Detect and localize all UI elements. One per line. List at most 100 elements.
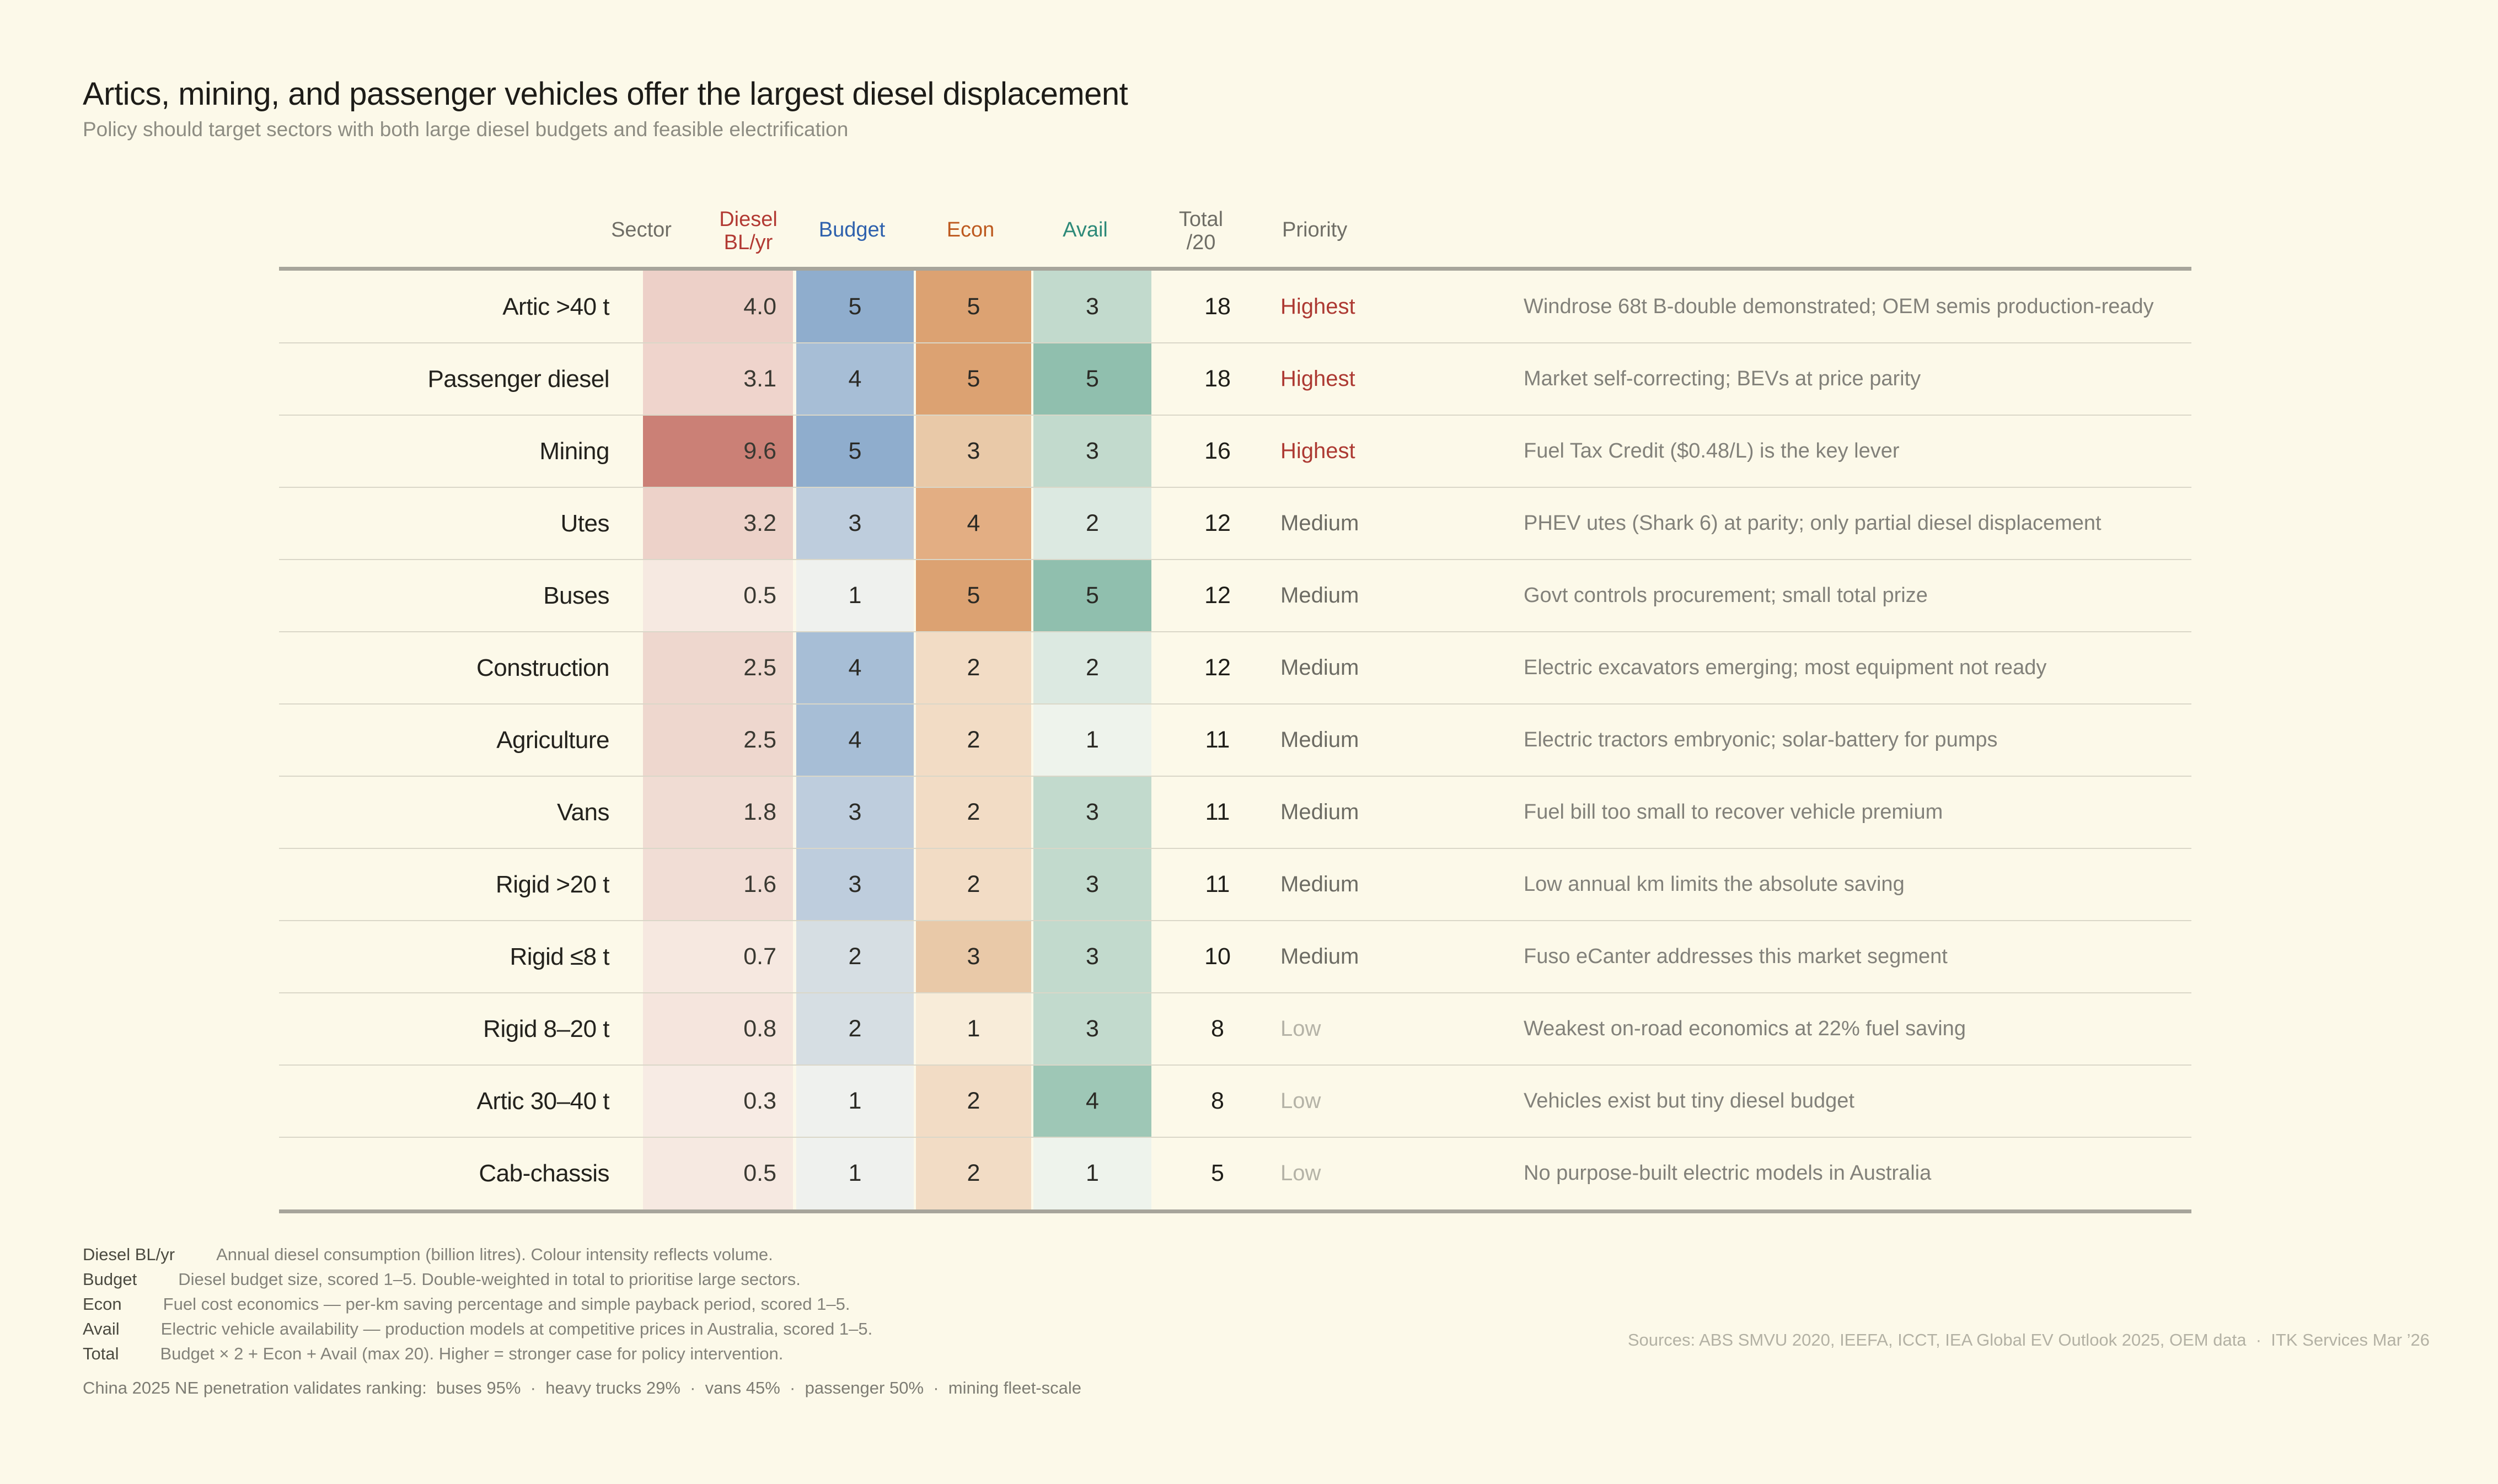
total-score: 16: [1204, 438, 1231, 464]
table-row: Cab-chassis 0.5 1 2 1 5 Low No purpose-built el…: [0, 1137, 2498, 1209]
diesel-value-cell: 1.8: [643, 776, 793, 848]
diesel-value-cell: 1.6: [643, 848, 793, 921]
sector-name: Rigid >20 t: [495, 870, 610, 898]
avail-score-cell: 3: [1033, 271, 1151, 343]
total-score: 12: [1204, 654, 1231, 681]
total-score: 11: [1205, 727, 1230, 753]
priority-badge: Highest: [1280, 367, 1355, 391]
avail-score-cell: 3: [1033, 415, 1151, 487]
column-header-sector: Sector: [611, 218, 672, 241]
table-row: Construction 2.5 4 2 2 12 Medium Electric excav…: [0, 631, 2498, 704]
legend-line: Avail Electric vehicle availability — pro…: [83, 1316, 872, 1341]
column-header-budget: Budget: [818, 218, 886, 241]
econ-score-cell: 3: [916, 921, 1031, 993]
row-separator: [279, 631, 2191, 632]
avail-score-cell: 1: [1033, 1137, 1151, 1209]
sector-name: Passenger diesel: [427, 365, 609, 392]
avail-score-cell: 5: [1033, 343, 1151, 415]
table-row: Artic >40 t 4.0 5 5 3 18 Highest Windrose 68t B…: [0, 271, 2498, 343]
legend-term: Econ: [83, 1294, 122, 1314]
budget-score-cell: 4: [796, 704, 914, 776]
total-score: 10: [1204, 943, 1231, 970]
priority-badge: Medium: [1280, 800, 1359, 824]
table-row: Rigid >20 t 1.6 3 2 3 11 Medium Low annual km l…: [0, 848, 2498, 921]
legend-definition: Budget × 2 + Econ + Avail (max 20). High…: [160, 1344, 784, 1363]
table-row: Utes 3.2 3 4 2 12 Medium PHEV utes (Shark 6) at…: [0, 487, 2498, 560]
row-separator: [279, 992, 2191, 993]
sector-note: Windrose 68t B-double demonstrated; OEM …: [1524, 295, 2154, 318]
table-body: Artic >40 t 4.0 5 5 3 18 Highest Windrose 68t B…: [0, 271, 2498, 1209]
econ-score-cell: 4: [916, 487, 1031, 560]
econ-score-cell: 2: [916, 848, 1031, 921]
priority-badge: Low: [1280, 1161, 1321, 1185]
avail-score-cell: 3: [1033, 848, 1151, 921]
row-separator: [279, 848, 2191, 849]
row-separator: [279, 559, 2191, 560]
legend-line: Diesel BL/yr Annual diesel consumption (b…: [83, 1242, 872, 1267]
table-bottom-rule: [279, 1209, 2191, 1213]
budget-score-cell: 1: [796, 560, 914, 632]
column-header-total: Total /20: [1178, 208, 1224, 254]
validation-note: China 2025 NE penetration validates rank…: [83, 1378, 1082, 1397]
diesel-value-cell: 9.6: [643, 415, 793, 487]
econ-score-cell: 2: [916, 632, 1031, 704]
column-header-diesel: Diesel BL/yr: [719, 208, 778, 254]
econ-score-cell: 5: [916, 343, 1031, 415]
budget-score-cell: 4: [796, 632, 914, 704]
avail-score-cell: 3: [1033, 993, 1151, 1065]
econ-score-cell: 2: [916, 704, 1031, 776]
priority-badge: Medium: [1280, 728, 1359, 752]
budget-score-cell: 5: [796, 415, 914, 487]
row-separator: [279, 1137, 2191, 1138]
total-score: 5: [1211, 1160, 1224, 1186]
row-separator: [279, 1064, 2191, 1066]
total-score: 11: [1205, 799, 1230, 825]
sector-note: PHEV utes (Shark 6) at parity; only part…: [1524, 512, 2102, 535]
legend-definition: Electric vehicle availability — producti…: [160, 1319, 873, 1338]
legend-term: Avail: [83, 1319, 120, 1338]
column-header-priority: Priority: [1282, 218, 1348, 241]
table-row: Vans 1.8 3 2 3 11 Medium Fuel bill too small to…: [0, 776, 2498, 848]
avail-score-cell: 1: [1033, 704, 1151, 776]
page-title: Artics, mining, and passenger vehicles o…: [83, 76, 1128, 112]
econ-score-cell: 2: [916, 1065, 1031, 1137]
sector-note: Electric tractors embryonic; solar-batte…: [1524, 728, 1998, 751]
legend-line: Econ Fuel cost economics — per-km saving …: [83, 1292, 872, 1316]
econ-score-cell: 1: [916, 993, 1031, 1065]
econ-score-cell: 3: [916, 415, 1031, 487]
avail-score-cell: 5: [1033, 560, 1151, 632]
priority-badge: Highest: [1280, 439, 1355, 463]
avail-score-cell: 2: [1033, 487, 1151, 560]
sector-name: Construction: [476, 654, 610, 681]
diesel-value-cell: 0.8: [643, 993, 793, 1065]
avail-score-cell: 3: [1033, 921, 1151, 993]
legend-definition: Annual diesel consumption (billion litre…: [216, 1245, 773, 1264]
total-score: 8: [1211, 1015, 1224, 1042]
diesel-value-cell: 0.7: [643, 921, 793, 993]
total-score: 11: [1205, 871, 1230, 897]
avail-score-cell: 4: [1033, 1065, 1151, 1137]
priority-badge: Medium: [1280, 655, 1359, 680]
table-top-rule: [279, 267, 2191, 271]
avail-score-cell: 3: [1033, 776, 1151, 848]
econ-score-cell: 5: [916, 271, 1031, 343]
sector-name: Rigid 8–20 t: [483, 1015, 609, 1042]
row-separator: [279, 920, 2191, 921]
table-row: Artic 30–40 t 0.3 1 2 4 8 Low Vehicles exist bu…: [0, 1064, 2498, 1137]
diesel-value-cell: 0.3: [643, 1065, 793, 1137]
sector-note: Govt controls procurement; small total p…: [1524, 584, 1928, 607]
column-header-econ: Econ: [946, 218, 995, 241]
sector-name: Buses: [543, 582, 609, 609]
diesel-value-cell: 2.5: [643, 632, 793, 704]
budget-score-cell: 2: [796, 993, 914, 1065]
priority-badge: Medium: [1280, 583, 1359, 607]
sector-name: Agriculture: [496, 726, 609, 754]
avail-score-cell: 2: [1033, 632, 1151, 704]
legend-line: Budget Diesel budget size, scored 1–5. Do…: [83, 1267, 872, 1292]
sector-note: Weakest on-road economics at 22% fuel sa…: [1524, 1017, 1966, 1040]
row-separator: [279, 342, 2191, 343]
budget-score-cell: 4: [796, 343, 914, 415]
legend-term: Diesel BL/yr: [83, 1245, 175, 1264]
sector-note: Low annual km limits the absolute saving: [1524, 873, 1905, 896]
sector-note: Market self-correcting; BEVs at price pa…: [1524, 367, 1921, 390]
